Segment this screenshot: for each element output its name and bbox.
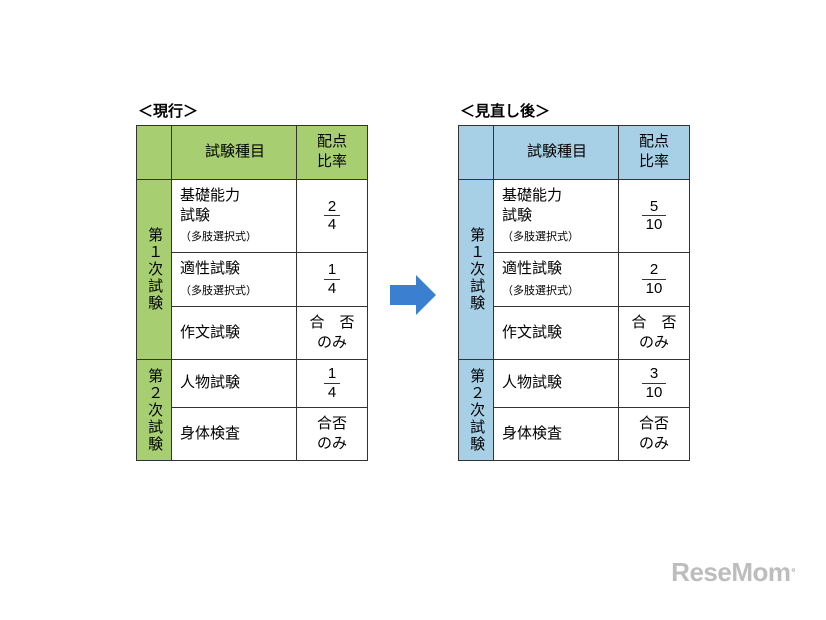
exam-name: 身体検査 [494,407,619,461]
arrow-icon [386,268,440,322]
exam-name: 人物試験 [172,360,297,408]
exam-name: 作文試験 [172,306,297,360]
table-row: 第１次試験 基礎能力 試験 （多肢選択式） 24 [137,179,368,253]
table-row: 作文試験 合 否 のみ [459,306,690,360]
exam-name: 基礎能力 試験 （多肢選択式） [494,179,619,253]
arrow-wrap [386,100,440,460]
side-label: 第１次試験 [137,179,172,360]
exam-name: 適性試験 （多肢選択式） [172,253,297,307]
ratio-cell: 合否 のみ [297,407,368,461]
left-title: ＜現行＞ [136,100,368,121]
header-col-name: 試験種目 [494,126,619,180]
right-block: ＜見直し後＞ 試験種目 配点 比率 第１次試験 基礎能力 試験 （多肢選択式） … [458,100,690,461]
header-col-name: 試験種目 [172,126,297,180]
exam-name: 人物試験 [494,360,619,408]
ratio-cell: 310 [619,360,690,408]
side-label: 第２次試験 [137,360,172,461]
watermark: ReseMom。 [671,557,800,588]
exam-name: 適性試験 （多肢選択式） [494,253,619,307]
comparison-content: ＜現行＞ 試験種目 配点 比率 第１次試験 基礎能力 試験 （多肢選択式） 24 [0,0,826,461]
exam-name: 基礎能力 試験 （多肢選択式） [172,179,297,253]
table-row: 第２次試験 人物試験 14 [137,360,368,408]
left-table: 試験種目 配点 比率 第１次試験 基礎能力 試験 （多肢選択式） 24 適性試験… [136,125,368,461]
ratio-cell: 210 [619,253,690,307]
table-row: 身体検査 合否 のみ [137,407,368,461]
left-block: ＜現行＞ 試験種目 配点 比率 第１次試験 基礎能力 試験 （多肢選択式） 24 [136,100,368,461]
exam-name: 身体検査 [172,407,297,461]
ratio-cell: 24 [297,179,368,253]
table-row: 適性試験 （多肢選択式） 210 [459,253,690,307]
right-title: ＜見直し後＞ [458,100,690,121]
header-col-ratio: 配点 比率 [619,126,690,180]
side-label: 第１次試験 [459,179,494,360]
table-row: 第２次試験 人物試験 310 [459,360,690,408]
ratio-cell: 14 [297,253,368,307]
table-row: 第１次試験 基礎能力 試験 （多肢選択式） 510 [459,179,690,253]
ratio-cell: 合否 のみ [619,407,690,461]
ratio-cell: 合 否 のみ [619,306,690,360]
exam-name: 作文試験 [494,306,619,360]
header-row: 試験種目 配点 比率 [137,126,368,180]
header-blank [459,126,494,180]
table-row: 適性試験 （多肢選択式） 14 [137,253,368,307]
table-row: 身体検査 合否 のみ [459,407,690,461]
side-label: 第２次試験 [459,360,494,461]
header-col-ratio: 配点 比率 [297,126,368,180]
ratio-cell: 510 [619,179,690,253]
right-table: 試験種目 配点 比率 第１次試験 基礎能力 試験 （多肢選択式） 510 適性試… [458,125,690,461]
ratio-cell: 合 否 のみ [297,306,368,360]
header-row: 試験種目 配点 比率 [459,126,690,180]
header-blank [137,126,172,180]
ratio-cell: 14 [297,360,368,408]
table-row: 作文試験 合 否 のみ [137,306,368,360]
